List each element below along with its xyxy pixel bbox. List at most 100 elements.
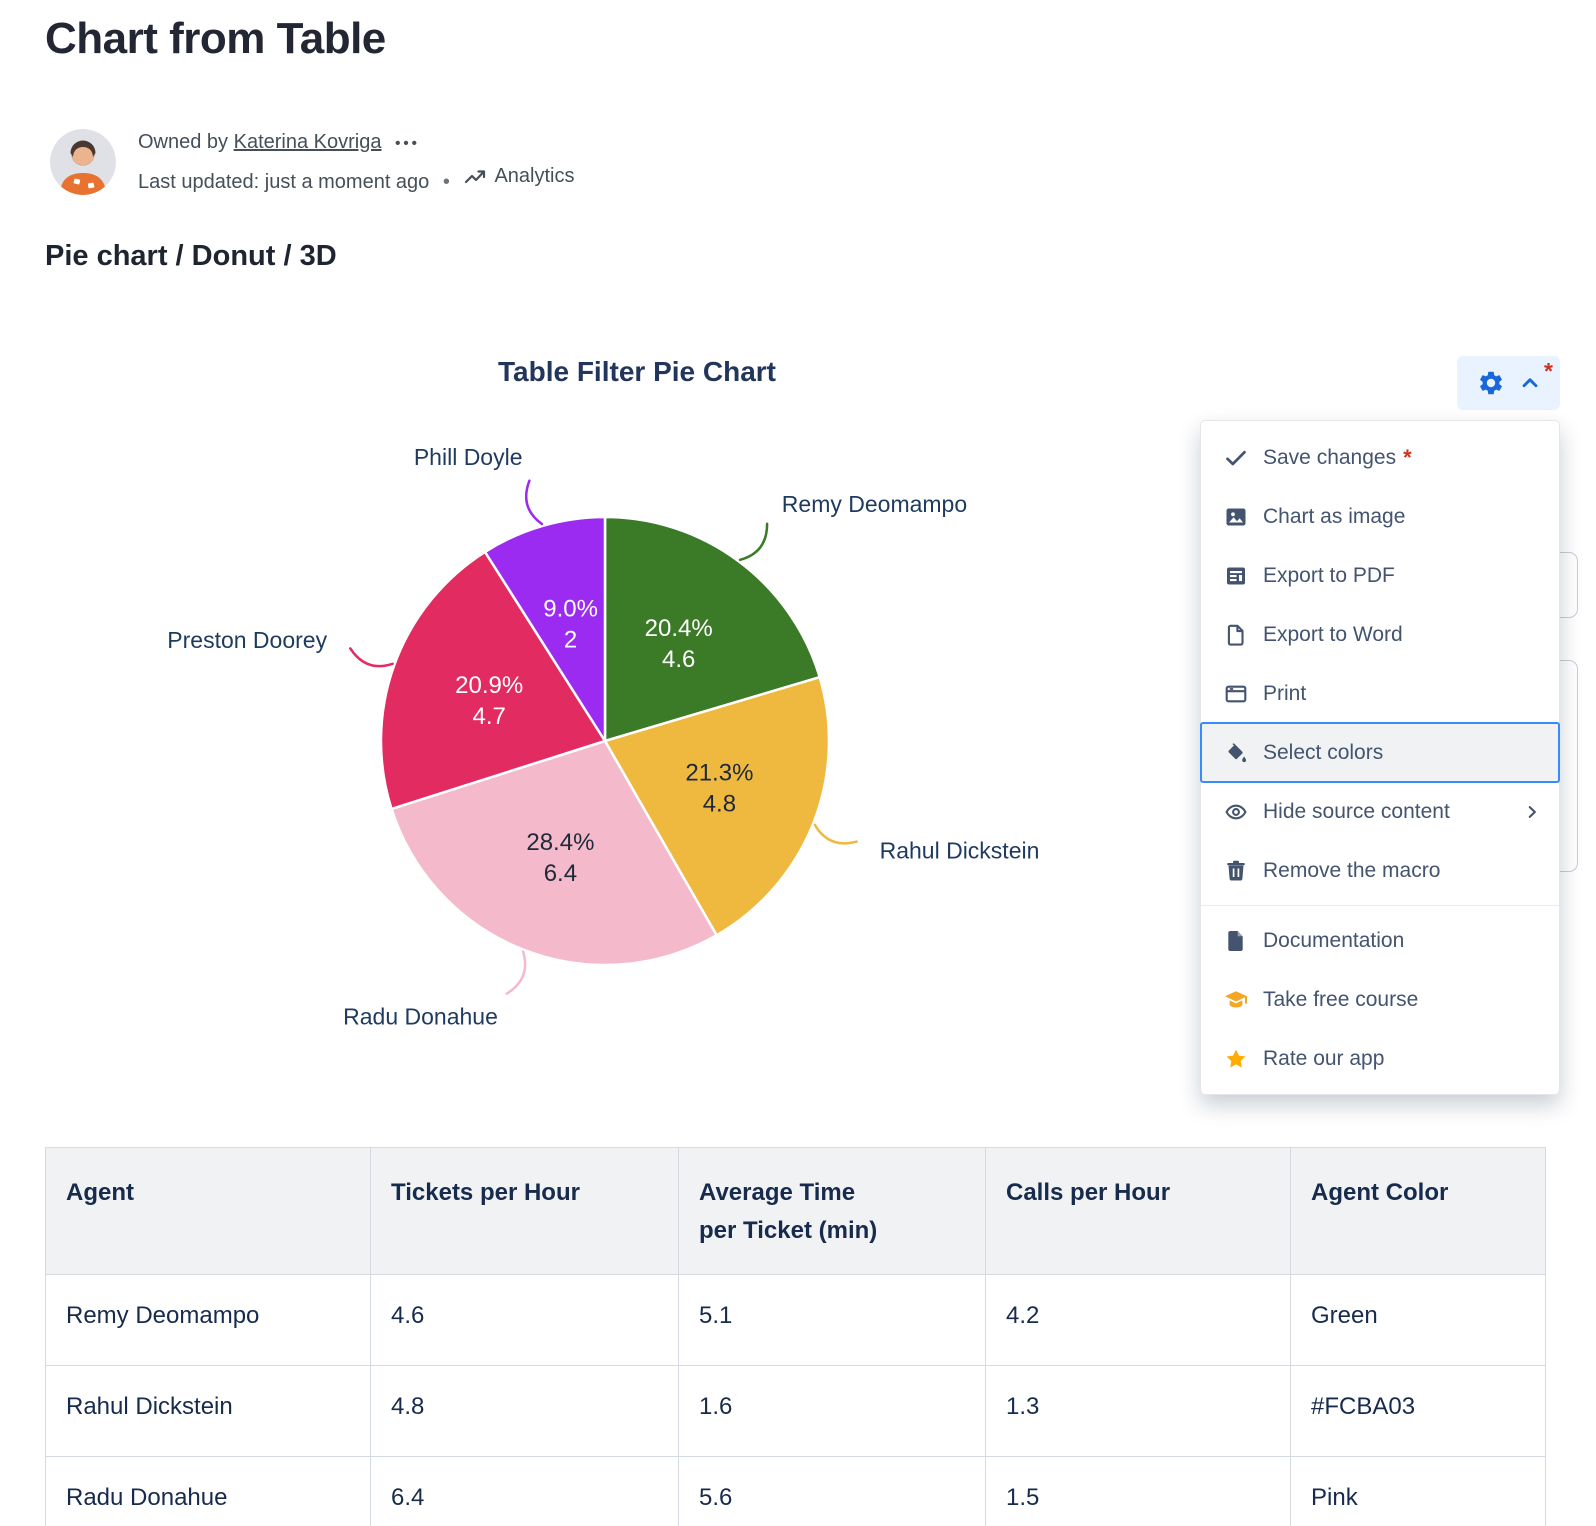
pie-leader-line — [738, 522, 769, 562]
menu-item-label: Hide source content — [1263, 799, 1450, 823]
table-cell: Radu Donahue — [45, 1456, 371, 1526]
table-row-radu-donahue: Radu Donahue 6.4 5.6 1.5 Pink — [45, 1456, 1546, 1526]
meta-separator: • — [442, 171, 450, 193]
chevron-up-icon — [1522, 378, 1537, 388]
chevron-right-icon — [1523, 803, 1541, 821]
table-cell: Green — [1290, 1274, 1546, 1366]
pie-outside-label-phill-doyle: Phill Doyle — [414, 444, 523, 470]
pie-chart-macro: Table Filter Pie Chart 20.4% 4.6 Remy Deom… — [45, 340, 1185, 1040]
menu-item-select-colors[interactable]: Select colors — [1200, 722, 1560, 783]
doc-icon — [1223, 928, 1249, 954]
column-header-agent: Agent — [45, 1147, 371, 1275]
pie-leader-line — [525, 479, 544, 526]
table-cell: 1.5 — [985, 1456, 1291, 1526]
section-heading: Pie chart / Donut / 3D — [45, 240, 337, 272]
macro-settings-button[interactable]: * — [1457, 356, 1560, 410]
table-cell: 1.6 — [678, 1365, 986, 1457]
pie-slice-value-radu-donahue: 28.4% 6.4 — [526, 829, 594, 887]
unsaved-changes-indicator: * — [1403, 444, 1412, 470]
pie-slice-radu-donahue[interactable] — [389, 739, 719, 967]
table-cell: 5.6 — [678, 1456, 986, 1526]
table-cell: 4.6 — [370, 1274, 679, 1366]
menu-item-label: Take free course — [1263, 987, 1419, 1011]
menu-item-documentation[interactable]: Documentation — [1201, 911, 1559, 970]
pie-slice-value-preston-doorey: 20.9% 4.7 — [455, 672, 523, 730]
trash-icon — [1223, 858, 1249, 884]
owned-by-label: Owned by — [138, 131, 229, 153]
print-icon — [1223, 681, 1249, 707]
analytics-link[interactable]: Analytics — [463, 160, 574, 192]
star-icon — [1223, 1046, 1249, 1072]
menu-item-label: Remove the macro — [1263, 858, 1441, 882]
menu-item-export-to-pdf[interactable]: Export to PDF — [1201, 546, 1559, 605]
analytics-label: Analytics — [494, 165, 575, 187]
menu-item-label: Print — [1263, 681, 1307, 705]
check-icon — [1223, 445, 1249, 471]
table-cell: Remy Deomampo — [45, 1274, 371, 1366]
paint-icon — [1223, 740, 1249, 766]
avatar-image — [50, 129, 116, 195]
pie-slice-value-remy-deomampo: 20.4% 4.6 — [645, 615, 713, 673]
pie-leader-line — [349, 647, 394, 668]
more-actions-button[interactable]: ••• — [395, 135, 420, 152]
pie-slice-value-phill-doyle: 9.0% 2 — [543, 596, 598, 654]
table-header-row: Agent Tickets per Hour Average Time per Ti… — [45, 1147, 1546, 1275]
menu-item-label: Select colors — [1263, 740, 1384, 764]
pie-outside-label-rahul-dickstein: Rahul Dickstein — [880, 838, 1040, 864]
pie-slice-rahul-dickstein[interactable] — [603, 675, 831, 937]
pie-slice-phill-doyle[interactable] — [483, 515, 607, 746]
table-cell: 4.8 — [370, 1365, 679, 1457]
table-row-rahul-dickstein: Rahul Dickstein 4.8 1.6 1.3 #FCBA03 — [45, 1365, 1546, 1457]
pie-outside-label-preston-doorey: Preston Doorey — [167, 627, 327, 653]
menu-item-chart-as-image[interactable]: Chart as image — [1201, 487, 1559, 546]
pie-outside-label-radu-donahue: Radu Donahue — [343, 1004, 498, 1030]
image-icon — [1223, 504, 1249, 530]
menu-item-rate-our-app[interactable]: Rate our app — [1201, 1029, 1559, 1088]
page-title: Chart from Table — [45, 14, 386, 63]
menu-item-remove-the-macro[interactable]: Remove the macro — [1201, 841, 1559, 900]
menu-item-take-free-course[interactable]: Take free course — [1201, 970, 1559, 1029]
owner-link[interactable]: Katerina Kovriga — [233, 131, 382, 153]
menu-item-label: Chart as image — [1263, 504, 1406, 528]
pie-slice-remy-deomampo[interactable] — [603, 515, 822, 743]
chart-title: Table Filter Pie Chart — [498, 356, 776, 387]
menu-item-hide-source-content[interactable]: Hide source content — [1201, 782, 1559, 841]
table-row-remy-deomampo: Remy Deomampo 4.6 5.1 4.2 Green — [45, 1274, 1546, 1366]
menu-item-label: Documentation — [1263, 928, 1405, 952]
eye-icon — [1223, 799, 1249, 825]
pie-leader-line — [505, 950, 527, 995]
table-cell: 4.2 — [985, 1274, 1291, 1366]
pie-outside-label-remy-deomampo: Remy Deomampo — [782, 491, 967, 517]
menu-item-label: Export to Word — [1263, 622, 1403, 646]
menu-item-save-changes[interactable]: Save changes * — [1201, 428, 1559, 487]
table-cell: 5.1 — [678, 1274, 986, 1366]
avatar[interactable] — [50, 129, 116, 195]
source-table: Agent Tickets per Hour Average Time per Ti… — [45, 1147, 1546, 1526]
menu-item-print[interactable]: Print — [1201, 664, 1559, 723]
analytics-icon — [465, 170, 486, 184]
gear-icon — [1479, 371, 1502, 395]
table-cell: 6.4 — [370, 1456, 679, 1526]
pie-chart: 20.4% 4.6 Remy Deomampo 21.3% 4.8 Rahul Dicks… — [167, 444, 1040, 1030]
menu-item-label: Rate our app — [1263, 1046, 1385, 1070]
pie-leader-line — [813, 823, 858, 845]
column-header-calls-per-hour: Calls per Hour — [985, 1147, 1291, 1275]
menu-item-export-to-word[interactable]: Export to Word — [1201, 605, 1559, 664]
table-cell: #FCBA03 — [1290, 1365, 1546, 1457]
column-header-agent-color: Agent Color — [1290, 1147, 1546, 1275]
column-header-average-time-per-ticket-min: Average Time per Ticket (min) — [678, 1147, 986, 1275]
pdf-icon — [1223, 563, 1249, 589]
word-icon — [1223, 622, 1249, 648]
updated-line: Last updated: just a moment ago • Analyt… — [138, 160, 574, 198]
byline: Owned by Katerina Kovriga ••• Last updat… — [50, 126, 574, 198]
pie-slice-value-rahul-dickstein: 21.3% 4.8 — [685, 760, 753, 818]
menu-item-label: Export to PDF — [1263, 563, 1395, 587]
menu-item-label: Save changes — [1263, 445, 1397, 469]
last-updated-text: Last updated: just a moment ago — [138, 171, 430, 193]
table-cell: Pink — [1290, 1456, 1546, 1526]
column-header-tickets-per-hour: Tickets per Hour — [370, 1147, 679, 1275]
unsaved-changes-indicator: * — [1544, 358, 1553, 384]
macro-options-menu: Save changes * Chart as image Export to PDF… — [1200, 420, 1560, 1095]
pie-slice-preston-doorey[interactable] — [379, 550, 607, 811]
table-cell: 1.3 — [985, 1365, 1291, 1457]
